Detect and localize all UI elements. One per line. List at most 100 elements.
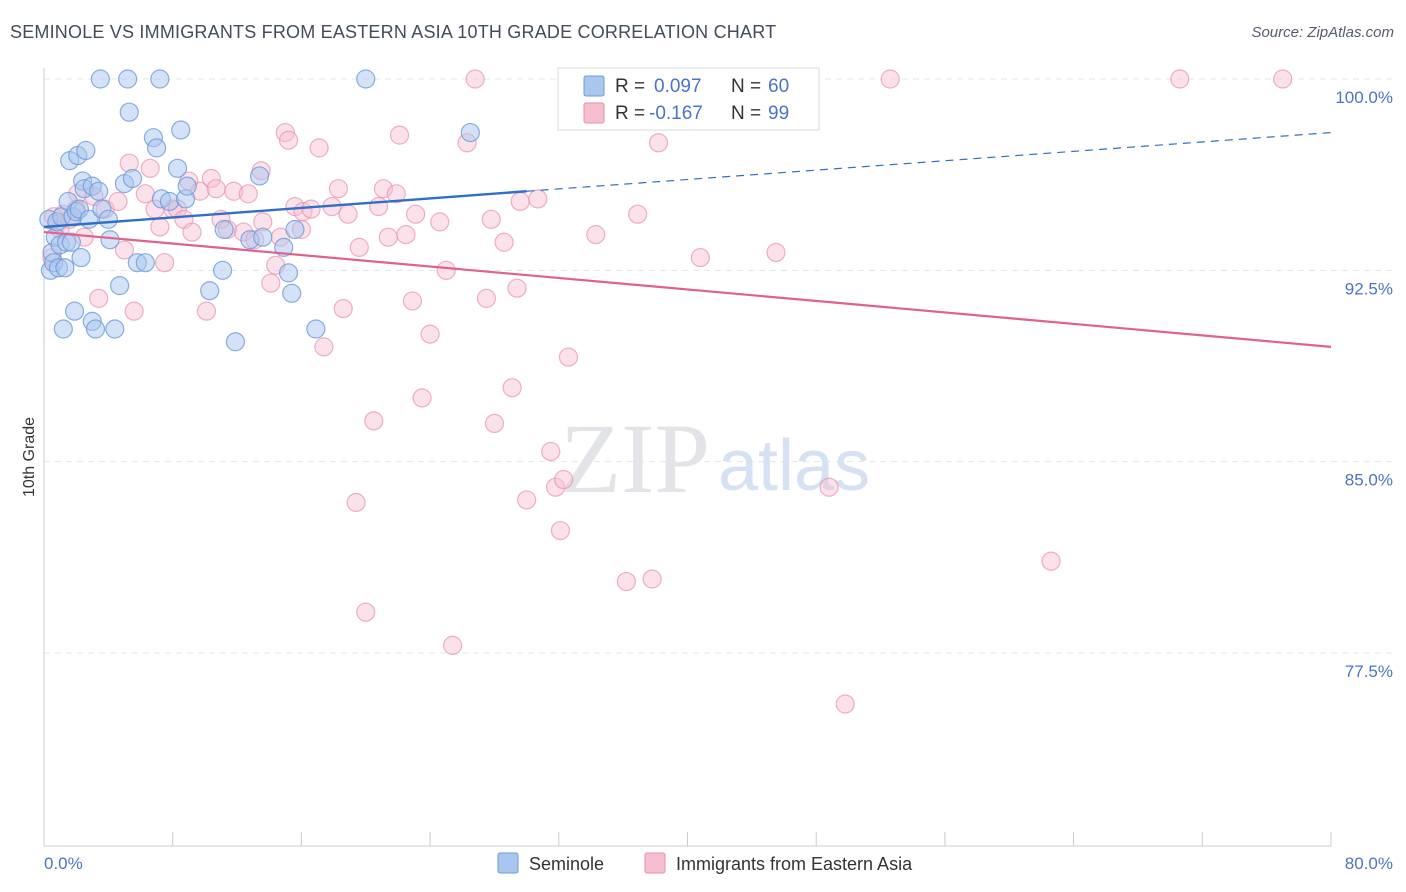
point-eastasia — [1170, 69, 1190, 89]
watermark-atlas: atlas — [718, 426, 870, 506]
point-eastasia — [333, 299, 353, 319]
point-eastasia — [238, 184, 258, 204]
point-eastasia — [436, 260, 456, 280]
point-eastasia — [108, 191, 128, 212]
point-eastasia — [484, 413, 505, 433]
point-eastasia — [494, 232, 514, 252]
point-eastasia — [135, 184, 155, 204]
point-seminole — [71, 247, 91, 268]
point-seminole — [118, 69, 138, 89]
point-eastasia — [430, 212, 450, 232]
point-seminole — [61, 232, 81, 252]
point-seminole — [135, 253, 155, 273]
legend-r-label-eastasia: R = — [615, 103, 645, 124]
source-label: Source: ZipAtlas.com — [1251, 24, 1394, 41]
point-eastasia — [314, 337, 334, 357]
point-seminole — [177, 176, 197, 196]
legend-box: R = 0.097 N = 60 R = -0.167 N = 99 — [557, 67, 820, 131]
point-eastasia — [182, 222, 202, 242]
point-eastasia — [140, 158, 160, 178]
point-eastasia — [443, 635, 463, 655]
x-tick-label-min: 0.0% — [44, 854, 83, 873]
point-eastasia — [476, 288, 497, 308]
point-seminole — [200, 281, 220, 301]
point-eastasia — [628, 204, 648, 224]
point-seminole — [225, 332, 246, 352]
trend-line-seminole-extension — [526, 131, 1332, 192]
legend-n-label-seminole: N = — [731, 76, 761, 97]
point-seminole — [147, 138, 167, 158]
point-seminole — [274, 237, 294, 257]
point-eastasia — [420, 324, 440, 344]
point-eastasia — [502, 378, 522, 398]
point-seminole — [64, 301, 85, 321]
point-eastasia — [356, 602, 376, 622]
point-eastasia — [155, 253, 175, 273]
point-seminole — [460, 122, 480, 143]
point-seminole — [90, 69, 110, 89]
point-eastasia — [528, 189, 548, 209]
bottom-legend-seminole: Seminole — [529, 854, 604, 874]
point-seminole — [76, 140, 96, 161]
legend-r-value-seminole: 0.097 — [654, 76, 702, 97]
point-seminole — [150, 69, 170, 89]
legend-n-label-eastasia: N = — [731, 103, 761, 124]
grid-lines — [44, 78, 1393, 654]
point-eastasia — [510, 191, 530, 212]
point-eastasia — [880, 69, 900, 89]
point-seminole — [53, 319, 73, 339]
point-seminole — [55, 258, 75, 278]
y-tick-label: 92.5% — [1345, 279, 1393, 298]
point-eastasia — [835, 694, 855, 714]
point-seminole — [119, 102, 139, 122]
point-eastasia — [373, 179, 394, 199]
point-seminole — [98, 209, 118, 229]
point-eastasia — [389, 125, 410, 145]
point-eastasia — [642, 569, 662, 589]
series-eastasia-points — [42, 69, 1293, 714]
point-eastasia — [402, 291, 423, 311]
point-seminole — [105, 319, 125, 339]
point-eastasia — [545, 477, 566, 497]
point-eastasia — [301, 199, 321, 219]
point-eastasia — [819, 477, 839, 497]
bottom-legend: Seminole Immigrants from Eastern Asia — [497, 852, 913, 874]
point-eastasia — [114, 240, 135, 260]
point-eastasia — [89, 288, 109, 308]
y-tick-label: 85.0% — [1345, 471, 1393, 490]
point-eastasia — [690, 247, 710, 268]
trend-line-eastasia — [43, 230, 1332, 348]
point-eastasia — [338, 204, 358, 224]
legend-r-label-seminole: R = — [615, 76, 645, 97]
point-eastasia — [201, 168, 221, 189]
point-eastasia — [150, 217, 170, 237]
point-eastasia — [481, 209, 501, 229]
point-eastasia — [1273, 69, 1293, 89]
point-seminole — [253, 227, 273, 247]
point-seminole — [285, 219, 305, 240]
bottom-legend-swatch-seminole — [497, 852, 519, 874]
point-seminole — [282, 283, 302, 303]
point-eastasia — [648, 133, 669, 153]
legend-n-value-seminole: 60 — [768, 76, 789, 97]
point-eastasia — [406, 204, 426, 224]
point-eastasia — [369, 196, 389, 217]
point-seminole — [306, 319, 326, 339]
point-seminole — [171, 120, 191, 140]
point-eastasia — [328, 179, 349, 199]
point-eastasia — [465, 69, 485, 89]
point-seminole — [85, 319, 106, 339]
point-eastasia — [349, 237, 369, 257]
point-eastasia — [124, 301, 144, 321]
legend-r-value-eastasia: -0.167 — [649, 103, 703, 124]
point-eastasia — [224, 181, 244, 201]
watermark-zip: ZIP — [560, 403, 710, 514]
point-eastasia — [309, 138, 329, 158]
point-seminole — [89, 181, 109, 201]
point-eastasia — [378, 227, 398, 247]
point-eastasia — [261, 273, 281, 293]
legend-n-value-eastasia: 99 — [768, 103, 789, 124]
point-seminole — [122, 168, 143, 189]
x-axis-ticks — [43, 832, 1332, 846]
